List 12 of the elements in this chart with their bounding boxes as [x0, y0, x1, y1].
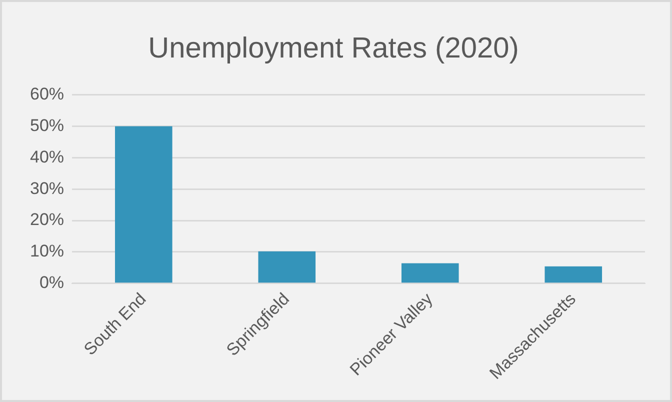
chart-title: Unemployment Rates (2020) — [148, 32, 519, 64]
y-tick-label: 20% — [30, 210, 64, 230]
y-tick-label: 60% — [30, 84, 64, 104]
bar — [401, 263, 459, 283]
bar — [258, 251, 316, 283]
y-tick-label: 40% — [30, 147, 64, 166]
y-tick-label: 0% — [39, 273, 64, 292]
y-tick-label: 10% — [30, 242, 64, 261]
y-tick-label: 30% — [30, 178, 64, 198]
y-tick-label: 50% — [30, 116, 64, 135]
bar — [115, 126, 172, 283]
bar — [544, 266, 602, 283]
